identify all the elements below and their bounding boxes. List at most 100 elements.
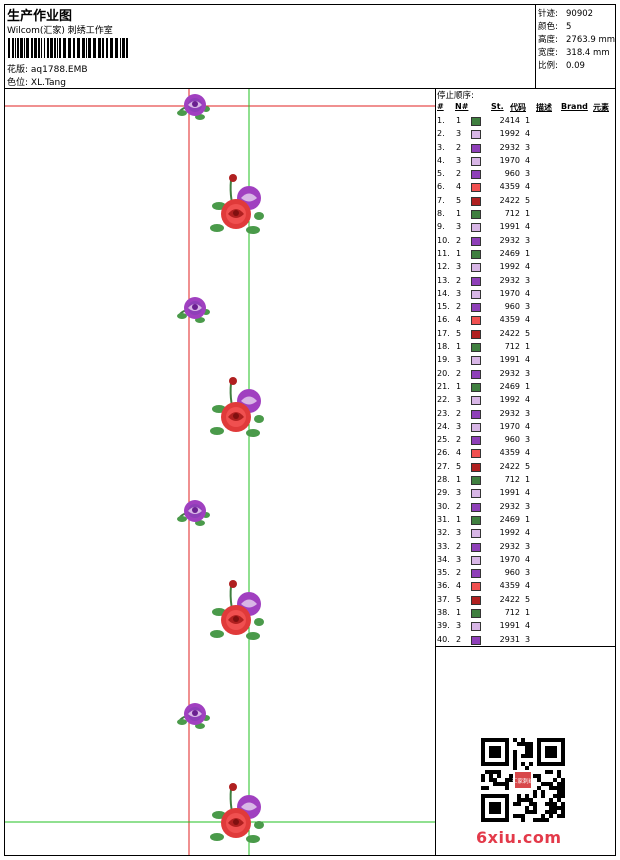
color-swatch [471,569,481,579]
row-index: 24. [437,421,450,431]
watermark-text: 6xiu.com [476,828,562,847]
row-code: 4 [525,315,531,325]
row-stitches: 1991 [499,488,520,498]
color-swatch [471,276,481,286]
row-stitches: 2932 [499,541,520,551]
row-index: 6. [437,182,445,192]
sidebar-bottom-divider [435,646,616,647]
row-code: 5 [525,328,531,338]
stop-row: 15. 2 960 3 [436,302,616,315]
row-stitches: 1970 [499,155,520,165]
color-swatch [471,356,481,366]
row-code: 1 [525,607,531,617]
row-stitches: 2422 [499,328,520,338]
row-code: 3 [525,302,531,312]
stop-sequence-title: 停止顺序: [437,91,474,101]
stop-row: 36. 4 4359 4 [436,581,616,594]
design-file-line: 花版: aq1788.EMB [7,62,88,75]
row-code: 3 [525,408,531,418]
row-index: 5. [437,169,445,179]
row-code: 5 [525,594,531,604]
row-code: 1 [525,342,531,352]
row-index: 3. [437,142,445,152]
row-needle: 4 [456,448,462,458]
row-index: 33. [437,541,450,551]
color-swatch [471,303,481,313]
row-code: 4 [525,554,531,564]
qr-stamp-text: 汇家刺绣 [512,777,535,785]
stop-row: 2. 3 1992 4 [436,129,616,142]
row-stitches: 712 [504,607,520,617]
row-index: 17. [437,328,450,338]
sidebar-divider [435,88,436,856]
row-index: 40. [437,634,450,644]
stop-row: 37. 5 2422 5 [436,595,616,608]
row-needle: 2 [456,169,462,179]
row-index: 25. [437,435,450,445]
row-needle: 2 [456,302,462,312]
barcode-image [8,38,128,58]
header-num: # [437,102,444,111]
color-swatch [471,502,481,512]
row-stitches: 960 [504,169,520,179]
color-swatch [471,635,481,645]
row-code: 1 [525,514,531,524]
stop-row: 11. 1 2469 1 [436,249,616,262]
header-brand: Brand [561,102,588,111]
row-code: 3 [525,368,531,378]
row-stitches: 2414 [499,116,520,125]
row-needle: 2 [456,501,462,511]
row-index: 29. [437,488,450,498]
row-stitches: 2422 [499,594,520,604]
row-code: 5 [525,461,531,471]
row-stitches: 1991 [499,355,520,365]
row-needle: 3 [456,621,462,631]
row-needle: 2 [456,541,462,551]
row-needle: 2 [456,368,462,378]
row-index: 11. [437,248,450,258]
rose-motif-large [210,174,264,234]
color-swatch [471,156,481,166]
row-code: 1 [525,475,531,485]
row-needle: 2 [456,235,462,245]
header-nd: N# [455,102,469,111]
rose-motif-large [210,377,264,437]
color-swatch [471,529,481,539]
row-stitches: 1992 [499,129,520,139]
header-stitches: St. [491,102,504,111]
row-stitches: 2469 [499,248,520,258]
color-swatch [471,183,481,193]
row-index: 20. [437,368,450,378]
row-code: 4 [525,621,531,631]
rose-motif-small [177,500,210,526]
stop-row: 16. 4 4359 4 [436,315,616,328]
row-needle: 4 [456,315,462,325]
design-label: 花版: [7,65,29,75]
row-stitches: 4359 [499,315,520,325]
row-needle: 3 [456,155,462,165]
row-needle: 4 [456,581,462,591]
row-needle: 3 [456,222,462,232]
stop-row: 14. 3 1970 4 [436,289,616,302]
row-index: 14. [437,288,450,298]
row-needle: 3 [456,488,462,498]
stop-row: 10. 2 2932 3 [436,236,616,249]
row-stitches: 2932 [499,501,520,511]
rose-motif-small [177,94,210,120]
color-swatch [471,622,481,632]
color-swatch [471,409,481,419]
page-frame [4,4,616,856]
header-code: 代码 [510,103,526,112]
stop-sequence-list: 1. 1 2414 1 2. 3 1992 4 3. 2 2932 3 4. 3 1970 4 5. 2 960 3 6… [436,116,616,648]
row-stitches: 1970 [499,421,520,431]
row-code: 1 [525,209,531,219]
stop-row: 32. 3 1992 4 [436,528,616,541]
row-stitches: 1970 [499,288,520,298]
rose-motif-large [210,580,264,640]
row-code: 3 [525,275,531,285]
color-swatch [471,436,481,446]
row-stitches: 2932 [499,235,520,245]
row-code: 4 [525,129,531,139]
design-preview [5,89,435,855]
stop-row: 25. 2 960 3 [436,435,616,448]
